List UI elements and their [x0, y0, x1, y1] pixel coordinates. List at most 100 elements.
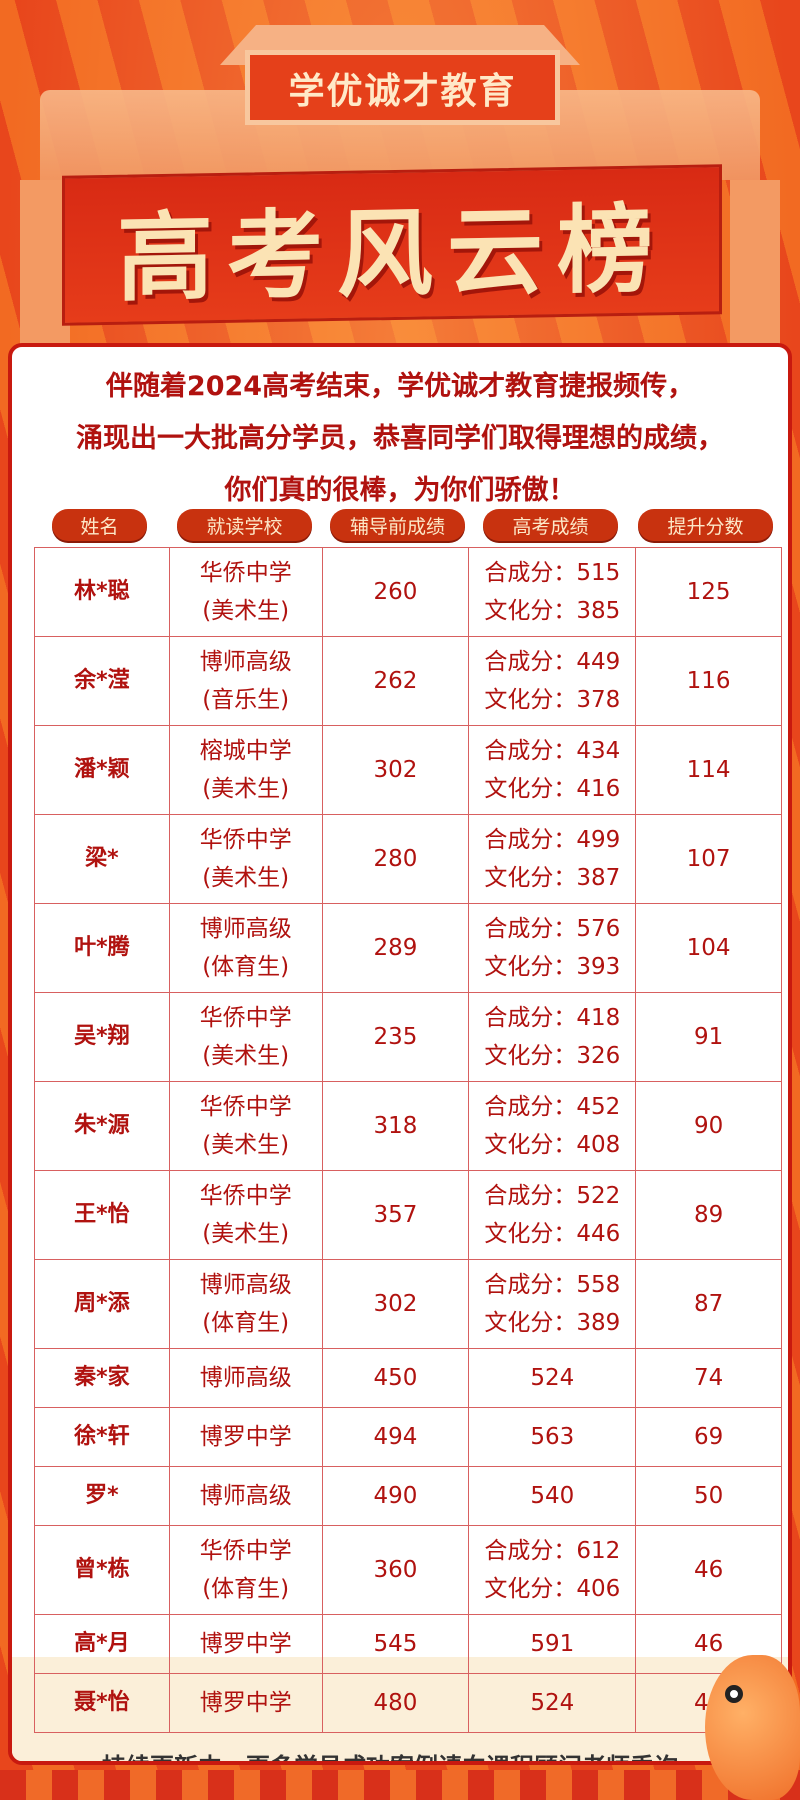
before-score: 450	[321, 1348, 470, 1408]
score-gain: 114	[635, 725, 782, 815]
table-row: 潘*颖 榕城中学 (美术生) 302 合成分：434 文化分：416 114	[34, 725, 782, 815]
results-card: 伴随着2024高考结束，学优诚才教育捷报频传， 涌现出一大批高分学员，恭喜同学们…	[8, 343, 792, 1765]
bottom-stripe	[0, 1770, 800, 1800]
score-gain: 104	[635, 903, 782, 993]
gaokao-score: 540	[468, 1466, 637, 1526]
header-name: 姓名	[52, 509, 147, 541]
school-cell: 华侨中学 (美术生)	[168, 1081, 323, 1171]
student-name: 叶*腾	[34, 903, 170, 993]
before-score: 490	[321, 1466, 470, 1526]
before-score: 302	[321, 725, 470, 815]
score-gain: 50	[635, 1466, 782, 1526]
before-score: 235	[321, 992, 470, 1082]
score-gain: 74	[635, 1348, 782, 1408]
gaokao-score: 591	[468, 1614, 637, 1674]
before-score: 280	[321, 814, 470, 904]
student-name: 高*月	[34, 1614, 170, 1674]
table-row: 王*怡 华侨中学 (美术生) 357 合成分：522 文化分：446 89	[34, 1170, 782, 1260]
header-school: 就读学校	[177, 509, 312, 541]
student-name: 徐*轩	[34, 1407, 170, 1467]
table-row: 叶*腾 博师高级 (体育生) 289 合成分：576 文化分：393 104	[34, 903, 782, 993]
student-name: 曾*栋	[34, 1525, 170, 1615]
score-gain: 91	[635, 992, 782, 1082]
header-before: 辅导前成绩	[330, 509, 465, 541]
score-gain: 90	[635, 1081, 782, 1171]
score-gain: 69	[635, 1407, 782, 1467]
table-row: 聂*怡 博罗中学 480 524 44	[34, 1673, 782, 1733]
score-gain: 46	[635, 1525, 782, 1615]
student-name: 秦*家	[34, 1348, 170, 1408]
intro-text: 伴随着2024高考结束，学优诚才教育捷报频传， 涌现出一大批高分学员，恭喜同学们…	[76, 371, 724, 506]
koi-fish-mascot	[705, 1655, 800, 1800]
score-gain: 116	[635, 636, 782, 726]
before-score: 360	[321, 1525, 470, 1615]
school-cell: 博师高级 (体育生)	[168, 1259, 323, 1349]
gaokao-score: 合成分：499 文化分：387	[468, 814, 637, 904]
school-cell: 华侨中学 (美术生)	[168, 814, 323, 904]
gaokao-score: 合成分：452 文化分：408	[468, 1081, 637, 1171]
brand-sign: 学优诚才教育	[245, 50, 560, 125]
school-cell: 博师高级	[168, 1466, 323, 1526]
gaokao-score: 合成分：515 文化分：385	[468, 547, 637, 637]
score-gain: 107	[635, 814, 782, 904]
results-table: 林*聪 华侨中学 (美术生) 260 合成分：515 文化分：385 125 余*滢 …	[34, 547, 782, 1733]
header-gaokao: 高考成绩	[483, 509, 618, 541]
gaokao-score: 合成分：576 文化分：393	[468, 903, 637, 993]
table-row: 高*月 博罗中学 545 591 46	[34, 1614, 782, 1674]
table-row: 林*聪 华侨中学 (美术生) 260 合成分：515 文化分：385 125	[34, 547, 782, 637]
table-row: 周*添 博师高级 (体育生) 302 合成分：558 文化分：389 87	[34, 1259, 782, 1349]
school-cell: 博罗中学	[168, 1673, 323, 1733]
table-row: 梁* 华侨中学 (美术生) 280 合成分：499 文化分：387 107	[34, 814, 782, 904]
school-cell: 榕城中学 (美术生)	[168, 725, 323, 815]
gaokao-score: 524	[468, 1348, 637, 1408]
table-row: 罗* 博师高级 490 540 50	[34, 1466, 782, 1526]
gaokao-score: 合成分：434 文化分：416	[468, 725, 637, 815]
school-cell: 博罗中学	[168, 1407, 323, 1467]
gaokao-score: 合成分：558 文化分：389	[468, 1259, 637, 1349]
before-score: 260	[321, 547, 470, 637]
score-gain: 125	[635, 547, 782, 637]
table-row: 朱*源 华侨中学 (美术生) 318 合成分：452 文化分：408 90	[34, 1081, 782, 1171]
student-name: 罗*	[34, 1466, 170, 1526]
table-row: 余*滢 博师高级 (音乐生) 262 合成分：449 文化分：378 116	[34, 636, 782, 726]
table-row: 秦*家 博师高级 450 524 74	[34, 1348, 782, 1408]
gaokao-score: 合成分：612 文化分：406	[468, 1525, 637, 1615]
school-cell: 博罗中学	[168, 1614, 323, 1674]
student-name: 周*添	[34, 1259, 170, 1349]
student-name: 吴*翔	[34, 992, 170, 1082]
before-score: 318	[321, 1081, 470, 1171]
school-cell: 华侨中学 (美术生)	[168, 992, 323, 1082]
before-score: 357	[321, 1170, 470, 1260]
student-name: 潘*颖	[34, 725, 170, 815]
student-name: 梁*	[34, 814, 170, 904]
student-name: 林*聪	[34, 547, 170, 637]
before-score: 262	[321, 636, 470, 726]
gaokao-score: 563	[468, 1407, 637, 1467]
student-name: 王*怡	[34, 1170, 170, 1260]
footer-note: 持续更新中…更多学员成功案例请向课程顾问老师垂询	[12, 1747, 788, 1761]
school-cell: 博师高级 (音乐生)	[168, 636, 323, 726]
score-gain: 89	[635, 1170, 782, 1260]
gaokao-score: 合成分：522 文化分：446	[468, 1170, 637, 1260]
gate-pillar	[730, 180, 780, 360]
score-gain: 87	[635, 1259, 782, 1349]
school-cell: 博师高级 (体育生)	[168, 903, 323, 993]
school-cell: 华侨中学 (美术生)	[168, 1170, 323, 1260]
student-name: 朱*源	[34, 1081, 170, 1171]
table-row: 曾*栋 华侨中学 (体育生) 360 合成分：612 文化分：406 46	[34, 1525, 782, 1615]
gaokao-score: 合成分：449 文化分：378	[468, 636, 637, 726]
student-name: 聂*怡	[34, 1673, 170, 1733]
page-title: 高考风云榜	[62, 164, 722, 326]
header-gain: 提升分数	[638, 509, 773, 541]
gaokao-score: 合成分：418 文化分：326	[468, 992, 637, 1082]
table-row: 徐*轩 博罗中学 494 563 69	[34, 1407, 782, 1467]
before-score: 480	[321, 1673, 470, 1733]
school-cell: 博师高级	[168, 1348, 323, 1408]
school-cell: 华侨中学 (体育生)	[168, 1525, 323, 1615]
gate-pillar	[20, 180, 70, 360]
before-score: 302	[321, 1259, 470, 1349]
before-score: 494	[321, 1407, 470, 1467]
before-score: 289	[321, 903, 470, 993]
school-cell: 华侨中学 (美术生)	[168, 547, 323, 637]
before-score: 545	[321, 1614, 470, 1674]
